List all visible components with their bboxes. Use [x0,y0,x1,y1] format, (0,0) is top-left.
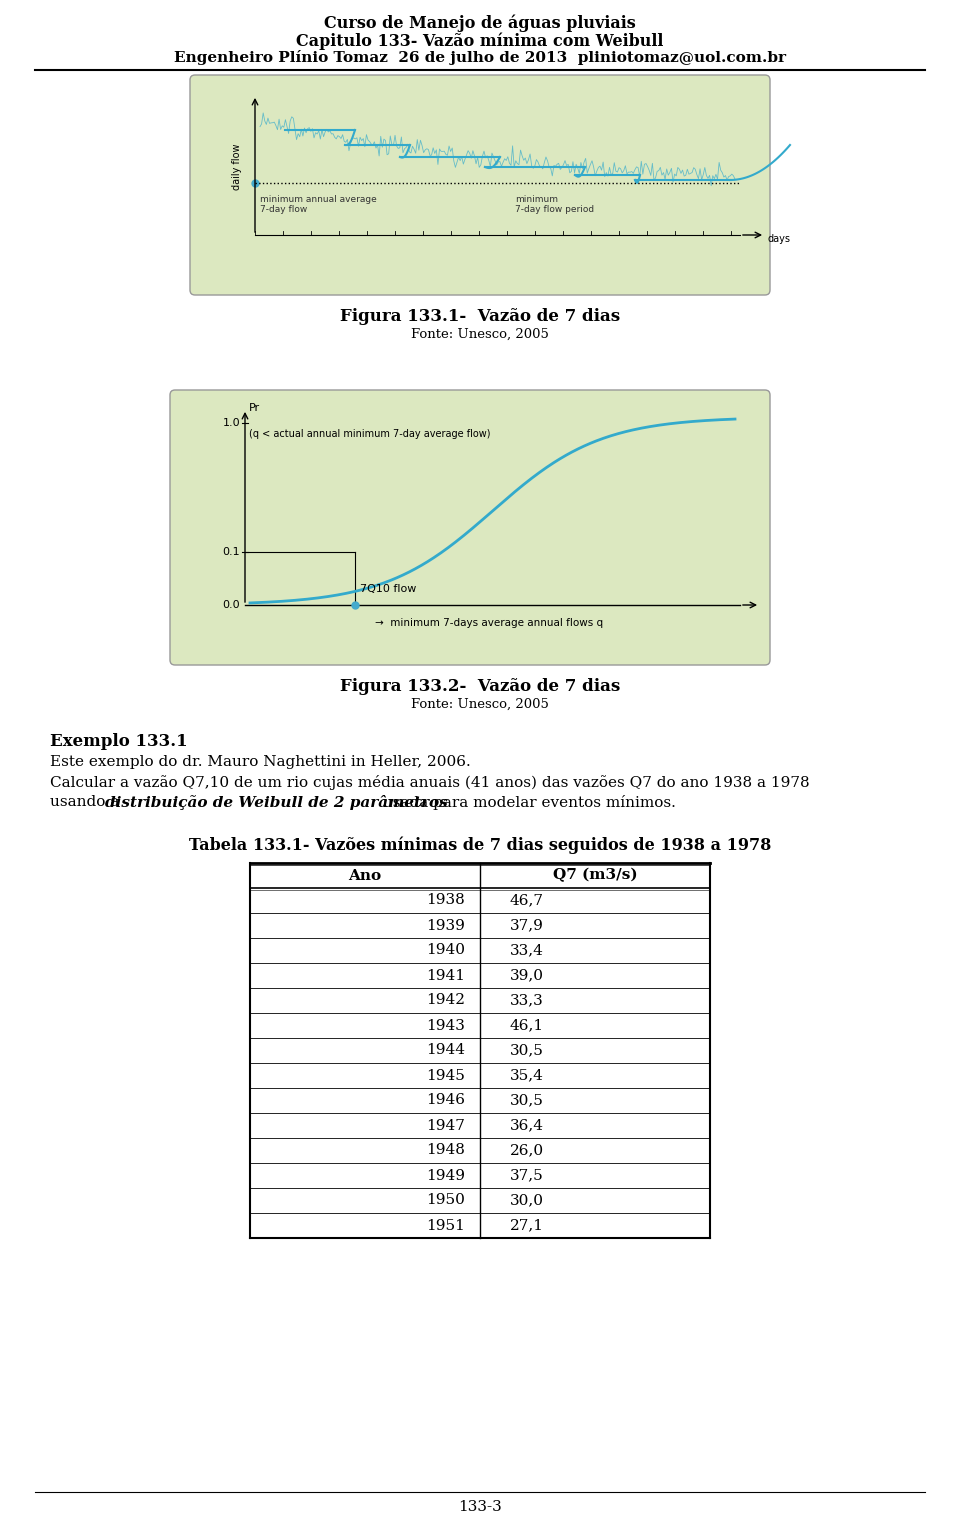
Text: 1939: 1939 [426,918,465,932]
Text: (q < actual annual minimum 7-day average flow): (q < actual annual minimum 7-day average… [249,429,491,439]
Text: 1947: 1947 [426,1119,465,1132]
Text: minimum
7-day flow period: minimum 7-day flow period [515,195,594,214]
Text: 1.0: 1.0 [223,418,240,427]
Text: distribuição de Weibull de 2 parâmetros: distribuição de Weibull de 2 parâmetros [106,795,448,810]
Text: 37,5: 37,5 [510,1169,543,1183]
Text: 27,1: 27,1 [510,1219,544,1233]
Text: 0.1: 0.1 [223,547,240,558]
FancyBboxPatch shape [190,74,770,295]
Text: Capitulo 133- Vazão mínima com Weibull: Capitulo 133- Vazão mínima com Weibull [297,32,663,50]
Text: 1951: 1951 [426,1219,465,1233]
Text: Figura 133.1-  Vazão de 7 dias: Figura 133.1- Vazão de 7 dias [340,309,620,325]
Text: Figura 133.2-  Vazão de 7 dias: Figura 133.2- Vazão de 7 dias [340,678,620,695]
Text: Q7 (m3/s): Q7 (m3/s) [553,868,637,883]
Text: daily flow: daily flow [232,144,242,190]
Text: days: days [768,234,791,245]
Text: 33,4: 33,4 [510,944,544,958]
Text: Exemplo 133.1: Exemplo 133.1 [50,733,187,749]
Text: Este exemplo do dr. Mauro Naghettini in Heller, 2006.: Este exemplo do dr. Mauro Naghettini in … [50,755,470,769]
Text: 46,7: 46,7 [510,894,544,907]
Text: Curso de Manejo de águas pluviais: Curso de Manejo de águas pluviais [324,14,636,32]
Text: 46,1: 46,1 [510,1018,544,1032]
Text: 30,5: 30,5 [510,1093,544,1108]
Text: 1940: 1940 [426,944,465,958]
Text: Calcular a vazão Q7,10 de um rio cujas média anuais (41 anos) das vazões Q7 do a: Calcular a vazão Q7,10 de um rio cujas m… [50,775,809,790]
Text: 37,9: 37,9 [510,918,544,932]
FancyBboxPatch shape [170,391,770,666]
Text: 1949: 1949 [426,1169,465,1183]
Text: minimum annual average
7-day flow: minimum annual average 7-day flow [260,195,376,214]
Text: 39,0: 39,0 [510,968,544,982]
Text: Fonte: Unesco, 2005: Fonte: Unesco, 2005 [411,698,549,711]
Text: 30,5: 30,5 [510,1044,544,1058]
Text: 30,0: 30,0 [510,1193,544,1207]
Text: Pr: Pr [249,403,260,413]
Text: Engenheiro Plínio Tomaz  26 de julho de 2013  pliniotomaz@uol.com.br: Engenheiro Plínio Tomaz 26 de julho de 2… [174,50,786,65]
Text: 133-3: 133-3 [458,1500,502,1514]
Text: 7Q10 flow: 7Q10 flow [360,584,417,594]
Text: 1946: 1946 [426,1093,465,1108]
Text: 0.0: 0.0 [223,600,240,610]
Text: 1948: 1948 [426,1143,465,1158]
Text: 1943: 1943 [426,1018,465,1032]
Text: 33,3: 33,3 [510,994,543,1008]
Text: usada para modelar eventos mínimos.: usada para modelar eventos mínimos. [378,795,676,810]
Text: 1942: 1942 [426,994,465,1008]
Text: 1938: 1938 [426,894,465,907]
Text: usando a: usando a [50,795,124,809]
Text: →  minimum 7-days average annual flows q: → minimum 7-days average annual flows q [375,619,603,628]
Text: Ano: Ano [348,868,381,883]
Text: 1950: 1950 [426,1193,465,1207]
Text: 36,4: 36,4 [510,1119,544,1132]
Text: 1941: 1941 [426,968,465,982]
Text: 26,0: 26,0 [510,1143,544,1158]
Text: Tabela 133.1- Vazões mínimas de 7 dias seguidos de 1938 a 1978: Tabela 133.1- Vazões mínimas de 7 dias s… [189,838,771,854]
Text: 35,4: 35,4 [510,1069,544,1082]
Text: Fonte: Unesco, 2005: Fonte: Unesco, 2005 [411,328,549,340]
Text: 1944: 1944 [426,1044,465,1058]
Text: 1945: 1945 [426,1069,465,1082]
